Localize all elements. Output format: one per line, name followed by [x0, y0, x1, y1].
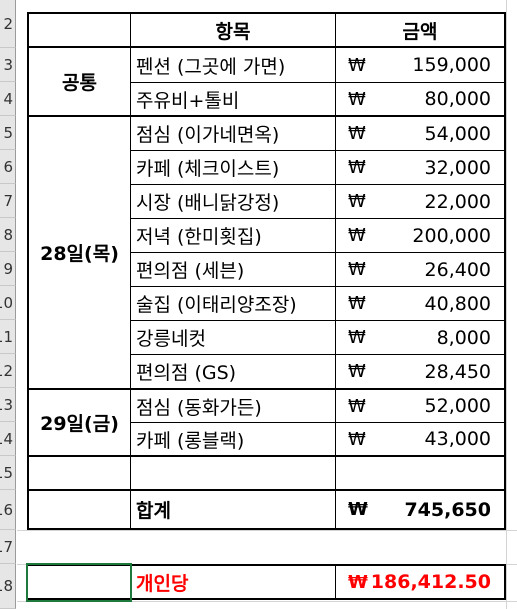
row-header[interactable]: 7: [0, 184, 16, 218]
item-label-cell[interactable]: 점심 (이가네면옥): [136, 124, 280, 146]
active-cell-selection[interactable]: [26, 563, 132, 602]
total-amount-cell[interactable]: ₩ 745,650: [336, 491, 504, 528]
item-amount-cell[interactable]: ₩ 8,000: [336, 321, 504, 354]
item-label-cell[interactable]: 펜션 (그곳에 가면): [136, 55, 286, 78]
item-label-cell[interactable]: 시장 (배니닭강정): [136, 192, 280, 214]
row-header[interactable]: 15: [0, 456, 16, 490]
item-label-cell[interactable]: 카페 (롱블랙): [136, 429, 245, 452]
amount-value: 28,450: [424, 360, 491, 383]
amount-value: 43,000: [424, 428, 491, 450]
amount-value: 32,000: [424, 156, 491, 179]
won-sign: ₩: [348, 123, 366, 144]
row-header[interactable]: 18: [0, 564, 16, 609]
item-label-cell[interactable]: 주유비+톨비: [136, 89, 240, 112]
won-sign: ₩: [348, 395, 366, 417]
item-amount-cell[interactable]: ₩ 52,000: [336, 390, 504, 422]
per-person-label-cell[interactable]: 개인당: [136, 572, 189, 595]
won-sign: ₩: [348, 293, 366, 314]
item-label-cell[interactable]: 카페 (체크이스트): [136, 158, 280, 180]
amount-value: 52,000: [424, 395, 491, 417]
header-amount-cell[interactable]: 금액: [402, 20, 438, 43]
amount-value: 40,800: [424, 292, 491, 315]
won-sign: ₩: [348, 191, 366, 212]
row-header[interactable]: 10: [0, 286, 16, 320]
item-amount-cell[interactable]: ₩ 32,000: [336, 151, 504, 184]
row-header[interactable]: 12: [0, 354, 16, 388]
group-day28-cell[interactable]: 28일(목): [40, 243, 119, 265]
row-header[interactable]: 17: [0, 530, 16, 564]
won-sign: ₩: [348, 157, 366, 178]
row-header[interactable]: 3: [0, 48, 16, 82]
won-sign: ₩: [348, 428, 366, 450]
row-header[interactable]: 9: [0, 252, 16, 286]
item-amount-cell[interactable]: ₩ 40,800: [336, 287, 504, 320]
group-common-cell[interactable]: 공통: [62, 72, 97, 94]
item-amount-cell[interactable]: ₩ 26,400: [336, 253, 504, 286]
won-sign: ₩: [348, 327, 366, 348]
header-item-cell[interactable]: 항목: [215, 20, 251, 43]
won-sign: ₩: [348, 225, 366, 246]
row-header[interactable]: 2: [0, 0, 16, 48]
item-amount-cell[interactable]: ₩ 80,000: [336, 83, 504, 115]
amount-value: 54,000: [424, 122, 491, 145]
amount-value: 80,000: [424, 88, 491, 110]
won-sign: ₩: [348, 54, 366, 76]
item-label-cell[interactable]: 편의점 (세븐): [136, 260, 245, 282]
item-amount-cell[interactable]: ₩ 159,000: [336, 48, 504, 82]
amount-value: 26,400: [424, 258, 491, 281]
won-sign: ₩: [348, 571, 368, 593]
row-header[interactable]: 14: [0, 422, 16, 456]
item-amount-cell[interactable]: ₩ 43,000: [336, 423, 504, 455]
row-header[interactable]: 11: [0, 320, 16, 354]
row-header[interactable]: 6: [0, 150, 16, 184]
item-label-cell[interactable]: 강릉네컷: [136, 328, 206, 350]
row-header[interactable]: 5: [0, 116, 16, 150]
item-amount-cell[interactable]: ₩ 28,450: [336, 355, 504, 388]
item-label-cell[interactable]: 술집 (이태리양조장): [136, 294, 297, 316]
item-amount-cell[interactable]: ₩ 22,000: [336, 185, 504, 218]
item-amount-cell[interactable]: ₩ 54,000: [336, 117, 504, 150]
row-header[interactable]: 4: [0, 82, 16, 116]
total-label-cell[interactable]: 합계: [136, 500, 171, 522]
per-person-amount-cell[interactable]: ₩ 186,412.50: [336, 566, 504, 598]
item-label-cell[interactable]: 저녁 (한미횟집): [136, 226, 262, 248]
won-sign: ₩: [348, 361, 366, 382]
won-sign: ₩: [348, 88, 366, 110]
per-person-amount-value: 186,412.50: [370, 571, 491, 593]
amount-value: 8,000: [436, 326, 491, 349]
item-amount-cell[interactable]: ₩ 200,000: [336, 219, 504, 252]
won-sign: ₩: [348, 259, 366, 280]
item-label-cell[interactable]: 편의점 (GS): [136, 362, 237, 384]
item-label-cell[interactable]: 점심 (동화가든): [136, 396, 262, 419]
amount-value: 159,000: [412, 54, 491, 76]
won-sign: ₩: [348, 499, 368, 520]
row-header[interactable]: 8: [0, 218, 16, 252]
group-day29-cell[interactable]: 29일(금): [40, 413, 119, 435]
row-header[interactable]: 16: [0, 490, 16, 530]
amount-value: 200,000: [412, 224, 491, 247]
total-amount-value: 745,650: [404, 498, 491, 521]
row-header[interactable]: 13: [0, 388, 16, 422]
amount-value: 22,000: [424, 190, 491, 213]
